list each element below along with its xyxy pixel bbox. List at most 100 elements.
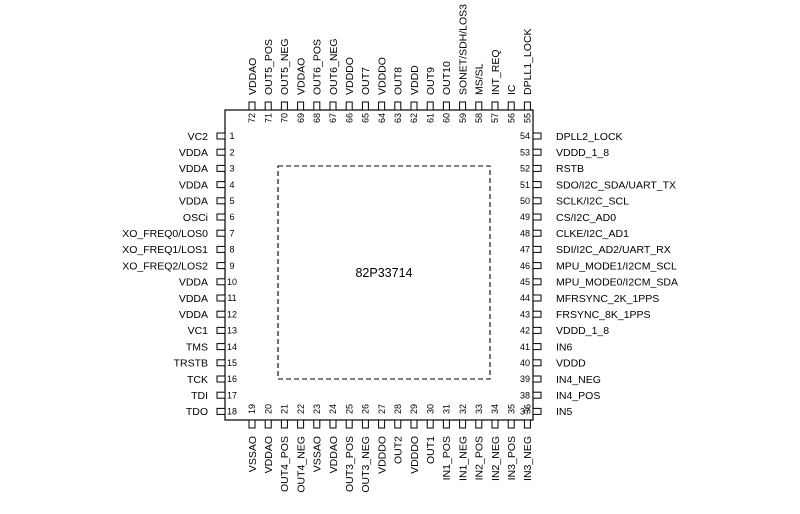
pin-number: 40	[520, 358, 530, 368]
pin-lead	[248, 419, 256, 429]
pin-43: 43 FRSYNC_8K_1PPS	[520, 309, 651, 321]
pin-number: 45	[520, 277, 530, 287]
pin-lead	[216, 391, 226, 399]
pin-lead	[361, 101, 369, 111]
pin-number: 37	[520, 407, 530, 417]
pin-number: 11	[227, 293, 236, 303]
pin-number: 15	[227, 358, 237, 368]
pin-27: 27 VDDDO	[376, 404, 388, 474]
pin-number: 56	[506, 113, 516, 123]
pin-64: 64 VDDDO	[376, 57, 388, 123]
pin-name: OUT6_POS	[312, 39, 324, 95]
pin-name: MPU_MODE0/I2CM_SDA	[556, 277, 678, 289]
pin-4: 4 VDDA	[179, 179, 235, 191]
pin-59: 59 SONET/SDH/LOS3	[457, 4, 469, 123]
pin-11: 11 VDDA	[179, 293, 237, 305]
pin-name: SDO/I2C_SDA/UART_TX	[556, 179, 676, 191]
top-pin-row: 55 DPLL1_LOCK 56 IC 57 INT_REQ 58 MS/SL 59 SONET/…	[247, 4, 534, 123]
pin-lead	[426, 419, 434, 429]
pin-name: IN6	[556, 341, 573, 353]
pin-34: 34 IN2_NEG	[490, 404, 502, 481]
pin-18: 18 TDO	[186, 406, 237, 418]
pin-number: 41	[520, 342, 530, 352]
pin-lead	[216, 132, 226, 140]
pin-number: 9	[229, 261, 234, 271]
pin-name: IN3_NEG	[522, 436, 534, 481]
pin-lead	[532, 197, 542, 205]
pin-lead	[216, 294, 226, 302]
pin-name: OUT7	[360, 67, 372, 95]
pin-lead	[532, 278, 542, 286]
pin-66: 66 VDDDO	[344, 57, 356, 123]
pin-name: SCLK/I2C_SCL	[556, 196, 629, 208]
pin-number: 27	[377, 404, 387, 414]
pin-name: DPLL2_LOCK	[556, 131, 623, 143]
pin-number: 23	[312, 404, 322, 414]
pin-41: 41 IN6	[520, 341, 573, 353]
pin-lead	[297, 419, 305, 429]
pin-58: 58 MS/SL	[474, 63, 486, 123]
pin-number: 26	[361, 404, 371, 414]
pin-lead	[426, 101, 434, 111]
pin-71: 71 OUT5_POS	[263, 39, 275, 123]
pin-lead	[216, 326, 226, 334]
pin-number: 18	[227, 407, 237, 417]
pin-name: OUT3_NEG	[360, 436, 372, 493]
pin-number: 10	[227, 277, 237, 287]
pin-38: 38 IN4_POS	[520, 390, 600, 402]
pin-25: 25 OUT3_POS	[344, 404, 356, 492]
pin-name: VDDA	[179, 293, 208, 305]
bottom-pin-row: 19 VSSAO 20 VDDAO 21 OUT4_POS 22 OUT4_NEG 23 VSSA…	[247, 404, 534, 493]
pin-53: 53 VDDD_1_8	[520, 147, 609, 159]
pin-name: TCK	[187, 374, 208, 386]
pin-name: VDDAO	[247, 58, 259, 95]
pin-number: 8	[229, 245, 234, 255]
pin-name: IN2_NEG	[490, 436, 502, 481]
pin-number: 52	[520, 164, 530, 174]
pin-21: 21 OUT4_POS	[279, 404, 291, 492]
pin-number: 51	[520, 180, 530, 190]
pin-number: 59	[458, 113, 468, 123]
pin-lead	[313, 419, 321, 429]
pin-name: DPLL1_LOCK	[522, 28, 534, 95]
pin-1: 1 VC2	[188, 131, 235, 143]
pin-name: MS/SL	[474, 63, 486, 95]
pin-name: OUT2	[393, 436, 405, 464]
pin-17: 17 TDI	[191, 390, 237, 402]
pin-lead	[216, 164, 226, 172]
pin-number: 1	[229, 131, 234, 141]
pin-number: 65	[361, 113, 371, 123]
pin-33: 33 IN2_POS	[474, 404, 486, 480]
pin-3: 3 VDDA	[179, 163, 235, 175]
pin-46: 46 MPU_MODE1/I2CM_SCL	[520, 260, 677, 272]
pin-lead	[532, 132, 542, 140]
pin-name: OUT4_NEG	[295, 436, 307, 493]
pin-24: 24 VDDAO	[328, 404, 340, 473]
pin-49: 49 CS/I2C_AD0	[520, 212, 616, 224]
pin-number: 16	[227, 374, 237, 384]
pin-lead	[523, 419, 531, 429]
pin-name: IN3_POS	[506, 436, 518, 480]
pin-name: VSSAO	[312, 436, 324, 472]
pin-lead	[329, 101, 337, 111]
pin-number: 44	[520, 293, 530, 303]
pin-name: OUT9	[425, 67, 437, 95]
pin-22: 22 OUT4_NEG	[295, 404, 307, 493]
pin-name: IN1_POS	[441, 436, 453, 480]
pin-number: 28	[393, 404, 403, 414]
pin-14: 14 TMS	[186, 341, 237, 353]
pin-number: 67	[328, 113, 338, 123]
pin-number: 49	[520, 212, 530, 222]
pin-name: SONET/SDH/LOS3	[457, 4, 469, 95]
pin-number: 25	[344, 404, 354, 414]
pin-42: 42 VDDD_1_8	[520, 325, 609, 337]
pin-name: TDI	[191, 390, 208, 402]
pin-lead	[523, 101, 531, 111]
pin-number: 43	[520, 309, 530, 319]
pin-name: XO_FREQ2/LOS2	[122, 260, 208, 272]
pin-lead	[532, 375, 542, 383]
pin-lead	[378, 101, 386, 111]
pin-number: 29	[409, 404, 419, 414]
pin-57: 57 INT_REQ	[490, 49, 502, 123]
pin-32: 32 IN1_NEG	[457, 404, 469, 481]
